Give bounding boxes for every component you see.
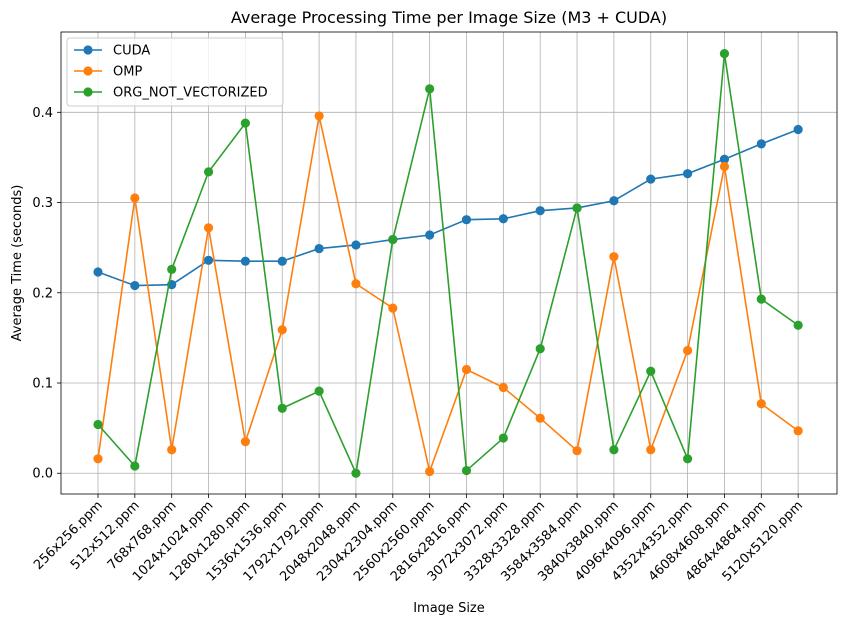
data-point — [719, 154, 730, 164]
data-point — [351, 240, 361, 250]
y-tick-label: 0.0 — [32, 467, 53, 482]
data-point — [646, 445, 656, 455]
data-point — [130, 461, 140, 471]
data-point — [277, 256, 287, 266]
data-point — [683, 169, 693, 179]
data-point — [719, 49, 730, 59]
data-point — [314, 243, 324, 254]
data-point — [240, 256, 250, 266]
legend: CUDA OMP ORG_NOT_VECTORIZED — [66, 37, 284, 107]
data-point — [277, 403, 287, 413]
data-point — [203, 167, 214, 177]
data-point — [609, 445, 619, 455]
data-point — [535, 413, 545, 423]
data-point — [498, 214, 508, 224]
series-line — [97, 115, 799, 475]
y-tick-label: 0.3 — [32, 196, 53, 211]
data-point — [167, 445, 177, 455]
legend-box — [66, 37, 284, 107]
data-point — [388, 234, 398, 245]
y-axis: 0.0 0.1 0.2 0.3 0.4 — [32, 106, 61, 482]
data-point — [572, 446, 582, 456]
data-point — [314, 386, 324, 396]
data-point — [461, 465, 472, 476]
data-point — [425, 230, 435, 240]
grid — [61, 32, 837, 494]
data-point — [425, 466, 435, 477]
data-point — [535, 344, 545, 354]
series-line — [97, 53, 799, 477]
legend-marker — [83, 87, 93, 97]
series-org-not-vectorized — [93, 49, 803, 478]
data-point — [756, 294, 766, 304]
legend-label: CUDA — [113, 44, 150, 59]
data-point — [93, 454, 103, 464]
y-axis-title: Average Time (seconds) — [10, 185, 25, 342]
data-point — [683, 454, 693, 464]
data-point — [683, 345, 693, 356]
data-point — [609, 196, 619, 206]
y-tick-label: 0.1 — [32, 377, 53, 392]
data-point — [93, 419, 103, 430]
x-axis-title: Image Size — [413, 601, 485, 616]
legend-label: ORG_NOT_VECTORIZED — [113, 86, 268, 101]
data-point — [535, 206, 545, 216]
x-axis: 256x256.ppm512x512.ppm768x768.ppm1024x10… — [31, 494, 806, 585]
data-point — [130, 280, 140, 291]
data-point — [646, 174, 656, 184]
data-point — [130, 193, 140, 203]
legend-label: OMP — [113, 65, 142, 80]
series-omp — [93, 111, 803, 477]
series-layer — [93, 49, 803, 478]
data-point — [167, 264, 177, 274]
data-point — [793, 426, 803, 436]
data-point — [461, 215, 472, 225]
data-point — [351, 468, 361, 478]
data-point — [498, 433, 508, 443]
data-point — [351, 279, 361, 289]
data-point — [314, 111, 324, 121]
y-tick-label: 0.4 — [32, 106, 53, 121]
data-point — [793, 320, 803, 330]
legend-marker — [83, 66, 93, 76]
series-cuda — [93, 124, 803, 291]
data-point — [498, 382, 508, 393]
data-point — [461, 364, 472, 375]
data-point — [756, 399, 766, 409]
plot-frame — [60, 31, 838, 495]
data-point — [203, 223, 214, 233]
data-point — [646, 366, 656, 376]
y-tick-label: 0.2 — [32, 286, 53, 301]
data-point — [793, 124, 803, 135]
data-point — [609, 252, 619, 262]
data-point — [425, 84, 435, 94]
chart-title: Average Processing Time per Image Size (… — [231, 8, 667, 27]
data-point — [388, 303, 398, 313]
data-point — [240, 118, 250, 128]
data-point — [719, 161, 730, 172]
data-point — [93, 267, 103, 277]
data-point — [203, 255, 214, 265]
legend-marker — [83, 45, 93, 55]
data-point — [756, 139, 766, 149]
data-point — [277, 325, 287, 335]
data-point — [240, 437, 250, 447]
data-point — [572, 203, 582, 213]
